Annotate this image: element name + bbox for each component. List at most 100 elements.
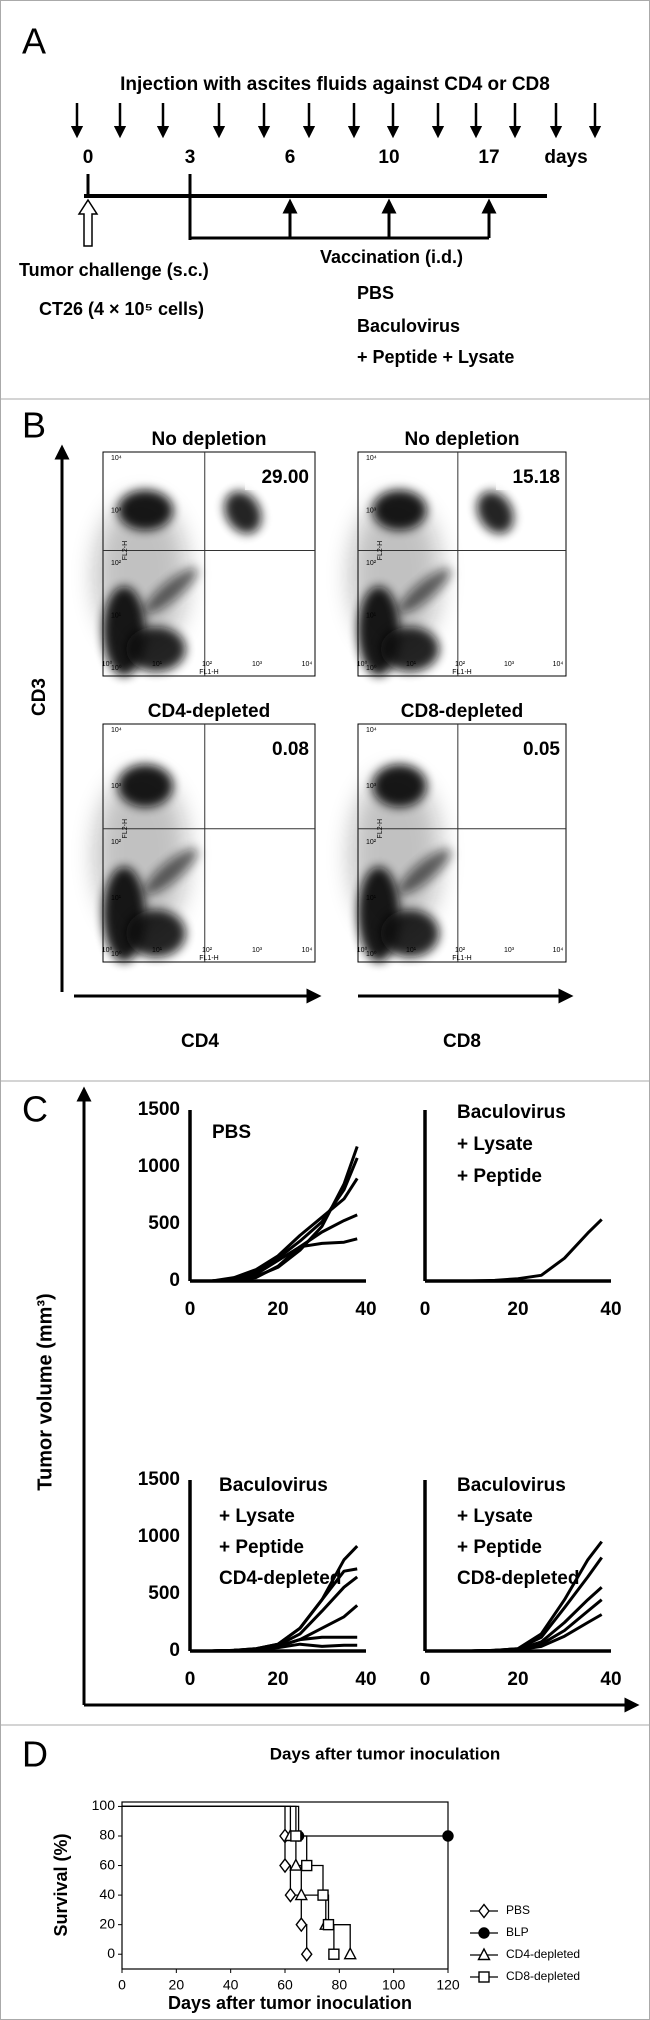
percent-bg [496, 466, 562, 490]
flow-axis-label: FL1-H [452, 955, 471, 962]
flow-axis-label: FL1-H [199, 955, 218, 962]
b-x-label: CD4 [181, 1031, 219, 1052]
legend-label: PBS [506, 1903, 530, 1917]
flow-tick-label: 10⁴ [302, 661, 313, 668]
y-tick-label: 0 [169, 1640, 180, 1661]
percent-bg [245, 466, 311, 490]
flow-tick-label: 10³ [504, 947, 515, 954]
cell-population [380, 909, 440, 958]
flow-axis-label: FL1-H [199, 669, 218, 676]
cell-population [117, 490, 173, 531]
quadrant-percent: 29.00 [261, 467, 309, 488]
x-tick-label: 40 [600, 1299, 621, 1320]
y-tick-label: 20 [99, 1915, 115, 1931]
flow-plot-title: CD4-depleted [148, 701, 270, 722]
challenge-label: Tumor challenge (s.c.) [19, 260, 209, 280]
flow-axis-label: FL2-H [377, 819, 384, 838]
cell-population [477, 491, 514, 534]
cell-population [144, 568, 198, 614]
x-tick-label: 60 [277, 1977, 293, 1993]
line-series [425, 1218, 603, 1283]
chart-title: + Peptide [219, 1537, 304, 1558]
x-tick-label: 0 [185, 1299, 196, 1320]
vaccination-label: Vaccination (i.d.) [320, 247, 463, 267]
y-tick-label: 40 [99, 1886, 115, 1902]
flow-tick-label: 10⁴ [366, 455, 377, 462]
flow-tick-label: 10⁴ [302, 947, 313, 954]
flow-tick-label: 10¹ [111, 895, 122, 902]
flow-axis-label: FL2-H [377, 541, 384, 560]
quadrant-percent: 15.18 [512, 467, 560, 488]
flow-tick-label: 10⁴ [111, 455, 122, 462]
day-label: 10 [378, 147, 399, 168]
flow-tick-label: 10² [366, 560, 377, 567]
day-label: 3 [185, 147, 196, 168]
cell-population [126, 909, 186, 958]
day-label: 0 [83, 147, 94, 168]
survival-marker [343, 1946, 357, 1960]
chart-title: + Lysate [457, 1506, 533, 1527]
day-label: 6 [285, 147, 296, 168]
panel-a-title: Injection with ascites fluids against CD… [120, 74, 550, 95]
flow-tick-label: 10⁴ [366, 727, 377, 734]
survival-marker [290, 1830, 302, 1842]
quadrant-percent: 0.08 [272, 739, 309, 760]
percent-bg [496, 738, 562, 762]
flow-tick-label: 10³ [252, 947, 263, 954]
cell-population [224, 491, 262, 534]
survival-marker [300, 1946, 313, 1962]
legend-marker [478, 1903, 490, 1919]
flow-tick-label: 10¹ [111, 612, 122, 619]
chart-title: Baculovirus [219, 1475, 328, 1496]
group-label: PBS [357, 283, 394, 303]
y-tick-label: 0 [107, 1945, 115, 1961]
panel-label: C [22, 1089, 48, 1130]
group-label: + Peptide + Lysate [357, 347, 514, 367]
b-y-label: CD3 [29, 678, 50, 716]
y-tick-label: 1000 [138, 1156, 180, 1177]
flow-plot-title: No depletion [404, 429, 519, 450]
legend-label: CD8-depleted [506, 1969, 580, 1983]
survival-marker [301, 1859, 313, 1872]
flow-tick-label: 10² [111, 839, 122, 846]
y-tick-label: 1500 [138, 1469, 180, 1490]
flow-tick-label: 10⁰ [366, 950, 377, 958]
flow-axis-label: FL2-H [122, 541, 129, 560]
x-tick-label: 20 [507, 1669, 528, 1690]
x-tick-label: 80 [332, 1977, 348, 1993]
c-y-label: Tumor volume (mm³) [34, 1293, 56, 1490]
cell-population [144, 848, 198, 895]
survival-marker [295, 1917, 308, 1933]
survival-marker [284, 1887, 297, 1903]
y-tick-label: 80 [99, 1827, 115, 1843]
chart-title: Baculovirus [457, 1102, 566, 1123]
x-tick-label: 20 [267, 1299, 288, 1320]
flow-tick-label: 10¹ [152, 947, 163, 954]
cell-population [398, 568, 451, 614]
cells-label: CT26 (4 × 10⁵ cells) [39, 299, 204, 319]
flow-tick-label: 10³ [504, 661, 515, 668]
flow-tick-label: 10² [455, 947, 466, 954]
cell-population [380, 626, 440, 672]
x-tick-label: 0 [118, 1977, 126, 1993]
chart-title: + Peptide [457, 1166, 542, 1187]
survival-marker [289, 1858, 303, 1871]
percent-bg [245, 738, 311, 762]
line-series [190, 1642, 358, 1653]
x-tick-label: 20 [267, 1669, 288, 1690]
line-series [425, 1613, 603, 1653]
flow-tick-label: 10⁰ [111, 950, 122, 958]
y-tick-label: 500 [148, 1213, 180, 1234]
panel-label: B [22, 405, 46, 446]
cell-population [126, 626, 186, 672]
flow-tick-label: 10³ [111, 783, 122, 790]
x-tick-label: 40 [223, 1977, 239, 1993]
chart-title: + Lysate [457, 1134, 533, 1155]
line-series [190, 1237, 358, 1283]
cell-population [398, 848, 451, 895]
